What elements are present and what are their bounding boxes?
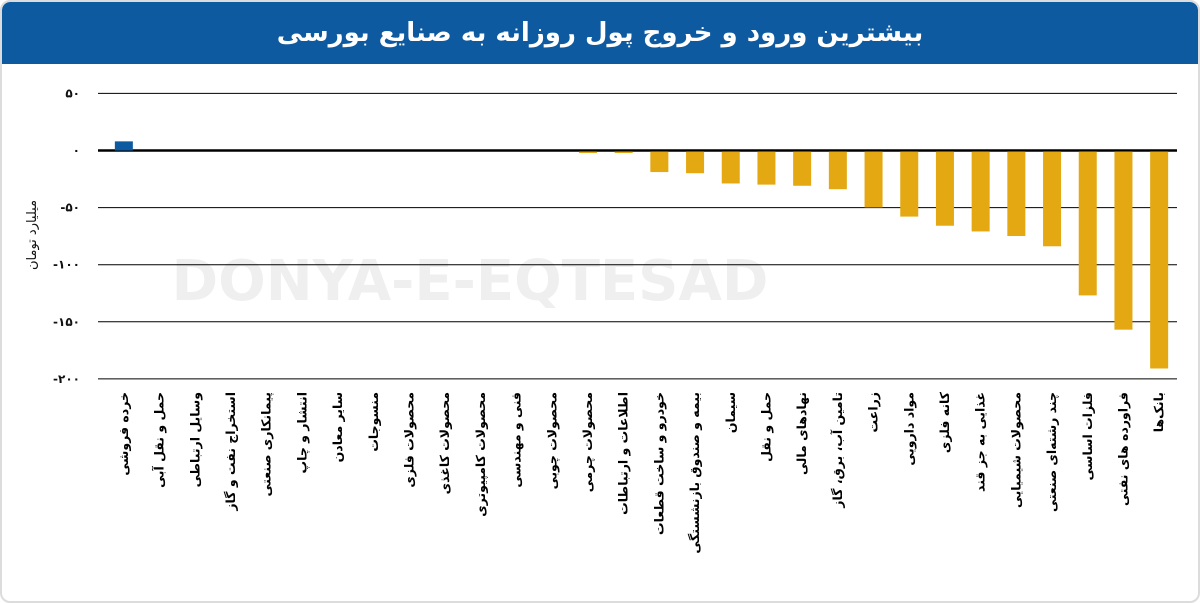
bar [793,151,812,186]
x-tick-label: فنی و مهندسی [509,392,524,488]
bar [1007,151,1026,237]
x-tick-label: حمل و نقل آبی [152,392,167,488]
title-bar: بیشترین ورود و خروج پول روزانه به صنایع … [2,2,1198,64]
bar [864,151,883,208]
y-tick-label: -۵۰ [60,201,80,215]
bar [721,151,740,184]
x-tick-label: محصولات چرمی [580,392,595,492]
y-tick-label: -۱۰۰ [53,258,80,272]
x-tick-label: پیمانکاری صنعتی [259,392,274,497]
bar [114,141,133,151]
bar [1043,151,1062,247]
bar [900,151,919,217]
bar [614,151,633,153]
bar [1078,151,1097,296]
x-tick-label: سایر معادن [330,392,345,462]
bar [757,151,776,185]
y-tick-label: -۲۰۰ [53,372,80,386]
x-tick-label: نهادهای مالی [794,392,809,475]
x-tick-label: منسوجات [366,392,381,452]
x-tick-label: انتشار و چاپ [294,392,309,473]
y-axis-label: میلیارد تومان [25,200,40,270]
bar [650,151,669,173]
x-tick-label: تامین آب، برق، گاز [830,392,845,509]
x-tick-label: خرده فروشی [116,392,131,476]
bar [1114,151,1133,330]
x-tick-label: محصولات چوبی [544,392,559,489]
x-tick-label: مواد دارویی [901,392,916,466]
chart-title: بیشترین ورود و خروج پول روزانه به صنایع … [276,18,924,48]
x-tick-label: کانه فلزی [937,391,952,453]
x-tick-label: محصولات کاغذی [437,392,452,494]
x-tick-label: محصولات کامپیوتری [473,392,488,517]
x-tick-label: محصولات فلزی [401,392,416,488]
bar [1150,151,1169,369]
bar [828,151,847,190]
x-tick-label: فلزات اساسی [1080,392,1095,480]
x-tick-label: حمل و نقل [758,392,773,462]
y-tick-label: ۰ [73,144,80,158]
x-tick-label: محصولات شیمیایی [1008,392,1023,508]
x-tick-label: غذایی به جز قند [973,392,988,492]
x-tick-label: زراعت [866,392,881,432]
x-tick-label: خودرو و ساخت قطعات [651,392,666,535]
x-tick-label: استخراج نفت و گاز [223,392,238,512]
x-tick-label: بانک‌ها [1151,392,1166,432]
y-tick-label: ۵۰ [65,86,80,100]
bar [578,151,597,153]
y-tick-label: -۱۵۰ [53,315,80,329]
x-tick-label: سیمان [723,392,738,433]
x-tick-label: چند رشته‌ای صنعتی [1044,392,1059,512]
watermark: DONYA-E-EQTESAD [172,249,769,314]
bar [686,151,705,174]
x-tick-label: اطلاعات و ارتباطات [616,392,631,515]
x-tick-label: بیمه و صندوق بازنشستگی [687,392,702,554]
x-tick-label: وسایل ارتباطی [187,392,202,487]
bar [971,151,990,232]
bar [935,151,954,226]
x-tick-label: فراورده های نفتی [1115,392,1130,506]
